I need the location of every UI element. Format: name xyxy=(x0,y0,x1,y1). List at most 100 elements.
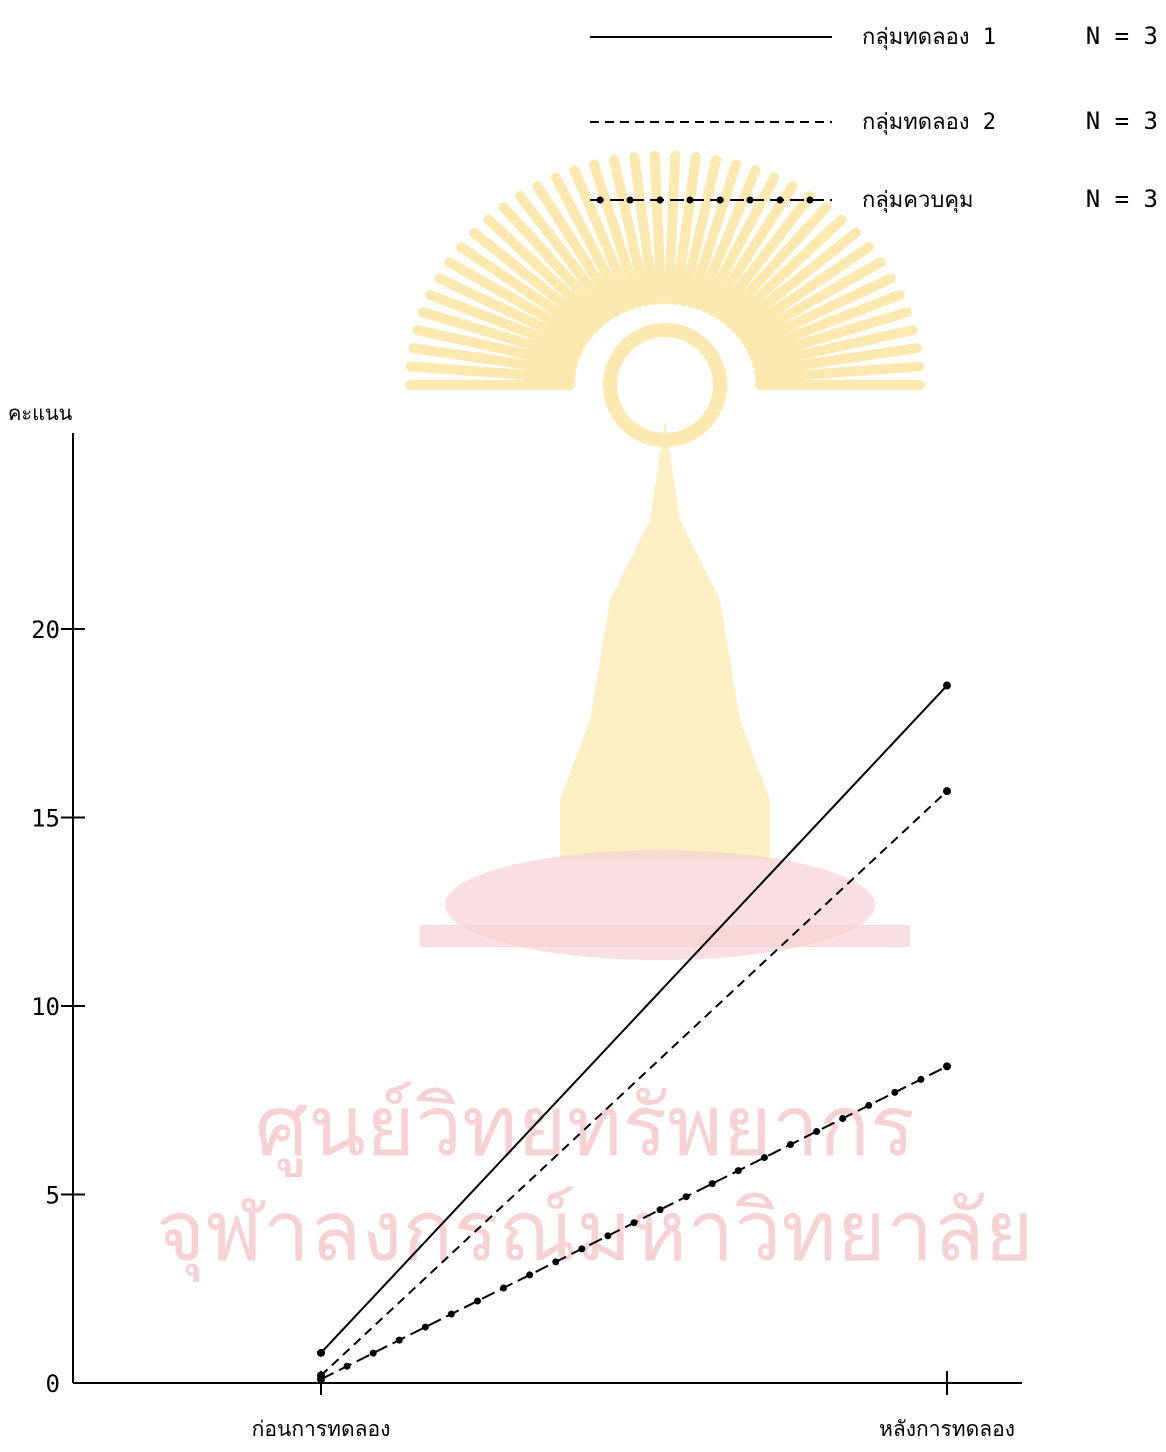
emblem-ray xyxy=(720,202,832,324)
legend-label-1: กลุ่มทดลอง 1 xyxy=(862,25,996,50)
emblem-ray xyxy=(515,191,617,320)
emblem-ray xyxy=(498,202,610,324)
series-line-marker xyxy=(421,1323,429,1331)
legend-swatch-marker xyxy=(596,196,604,204)
emblem-spire xyxy=(560,420,770,860)
emblem-ray xyxy=(629,152,659,306)
emblem-ray xyxy=(456,242,595,339)
legend-n-1: N = 3 xyxy=(1086,22,1158,50)
legend: กลุ่มทดลอง 1 N = 3 กลุ่มทดลอง 2 N = 3 กลุ่มค… xyxy=(590,22,1158,213)
legend-label-2: กลุ่มทดลอง 2 xyxy=(862,110,996,135)
y-tick-label: 20 xyxy=(31,616,60,644)
emblem-ray xyxy=(750,307,912,363)
legend-n-2: N = 3 xyxy=(1086,107,1158,135)
legend-swatch-marker xyxy=(716,196,724,204)
legend-label-3: กลุ่มควบคุม xyxy=(862,188,974,213)
emblem-ray xyxy=(425,290,583,357)
series-line-marker xyxy=(369,1349,377,1357)
series-line-marker xyxy=(734,1167,742,1175)
legend-n-3: N = 3 xyxy=(1086,185,1158,213)
series-line-marker xyxy=(787,1141,794,1149)
emblem-ray xyxy=(735,242,874,339)
emblem-ray xyxy=(412,325,578,370)
emblem-ray xyxy=(418,307,580,363)
emblem-ray xyxy=(408,343,577,377)
emblem-platform xyxy=(420,925,910,947)
emblem-ray xyxy=(686,159,741,308)
emblem-ray xyxy=(405,361,576,384)
emblem-ray xyxy=(753,343,922,377)
legend-swatch-marker xyxy=(776,196,784,204)
series-line-marker xyxy=(891,1088,899,1096)
emblem-ray xyxy=(707,181,798,316)
emblem-ray xyxy=(679,155,722,307)
emblem-ray xyxy=(569,165,637,311)
series-line-marker xyxy=(578,1245,586,1253)
y-tick-label: 5 xyxy=(46,1182,60,1210)
emblem-ray xyxy=(649,150,667,305)
emblem-ray xyxy=(740,257,886,345)
series-line-marker xyxy=(630,1219,638,1227)
emblem-ray xyxy=(483,214,605,329)
emblem-ray xyxy=(752,325,918,370)
legend-swatch-marker xyxy=(806,196,814,204)
emblem-ray xyxy=(754,361,925,384)
series-line-marker xyxy=(552,1258,560,1266)
series-line-2 xyxy=(320,790,948,1377)
emblem-ray xyxy=(725,214,847,329)
axes xyxy=(72,433,1022,1384)
series-line-marker xyxy=(682,1193,690,1201)
watermark-line-1: ศูนย์วิทยทรัพยากร xyxy=(255,1077,915,1177)
series-point xyxy=(943,1062,951,1071)
emblem-ray xyxy=(444,257,590,345)
series-point xyxy=(317,1375,325,1384)
series-point xyxy=(943,787,951,796)
y-axis-label: คะแนน xyxy=(8,401,73,425)
x-categories: ก่อนการทดลอง หลังการทดลอง xyxy=(252,1371,1015,1441)
series-line-marker xyxy=(500,1284,508,1292)
emblem-ray xyxy=(693,165,761,311)
legend-swatch-marker xyxy=(686,196,694,204)
series-line-marker xyxy=(343,1362,351,1370)
series-line-marker xyxy=(760,1154,768,1162)
y-tick-label: 0 xyxy=(46,1370,60,1398)
y-tick-label: 10 xyxy=(31,993,60,1021)
legend-swatch-marker xyxy=(626,196,634,204)
emblem-ray xyxy=(589,159,644,308)
y-tick-label: 15 xyxy=(31,805,60,833)
emblem-ray xyxy=(744,273,896,351)
series-line-marker xyxy=(395,1336,403,1344)
series-line-marker xyxy=(865,1101,873,1109)
x-category-label: ก่อนการทดลอง xyxy=(252,1417,391,1441)
emblem-ray xyxy=(671,152,701,306)
watermark: ศูนย์วิทยทรัพยากร จุฬาลงกรณ์มหาวิทยาลัย xyxy=(156,150,1034,1283)
series-line-marker xyxy=(839,1114,847,1122)
legend-swatch-marker xyxy=(746,196,754,204)
series-line-marker xyxy=(447,1310,455,1318)
y-ticks: 0 5 10 15 20 xyxy=(31,616,85,1398)
emblem-ray xyxy=(469,227,599,334)
emblem-ray xyxy=(663,150,681,305)
emblem-ray xyxy=(713,191,815,320)
watermark-line-2: จุฬาลงกรณ์มหาวิทยาลัย xyxy=(156,1182,1034,1283)
series-line-marker xyxy=(526,1271,534,1279)
series-point xyxy=(943,681,951,690)
series-line-marker xyxy=(474,1297,481,1305)
series-line-marker xyxy=(917,1075,925,1083)
emblem-ray xyxy=(608,155,651,307)
legend-swatch-marker xyxy=(656,196,664,204)
watermark-emblem xyxy=(405,150,925,960)
series-point xyxy=(317,1348,325,1357)
series-line-marker xyxy=(813,1128,821,1136)
emblem-ray xyxy=(550,172,630,313)
x-category-label: หลังการทดลอง xyxy=(879,1417,1015,1441)
series-line-1 xyxy=(320,684,948,1354)
series-line-marker xyxy=(604,1232,612,1240)
series-line-marker xyxy=(708,1180,716,1188)
emblem-ray xyxy=(434,273,586,351)
series-lines xyxy=(317,681,951,1384)
emblem-ray xyxy=(747,290,905,357)
emblem-ray xyxy=(532,181,623,316)
emblem-ray xyxy=(731,227,861,334)
